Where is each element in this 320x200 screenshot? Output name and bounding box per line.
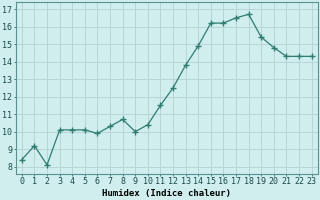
X-axis label: Humidex (Indice chaleur): Humidex (Indice chaleur): [102, 189, 231, 198]
